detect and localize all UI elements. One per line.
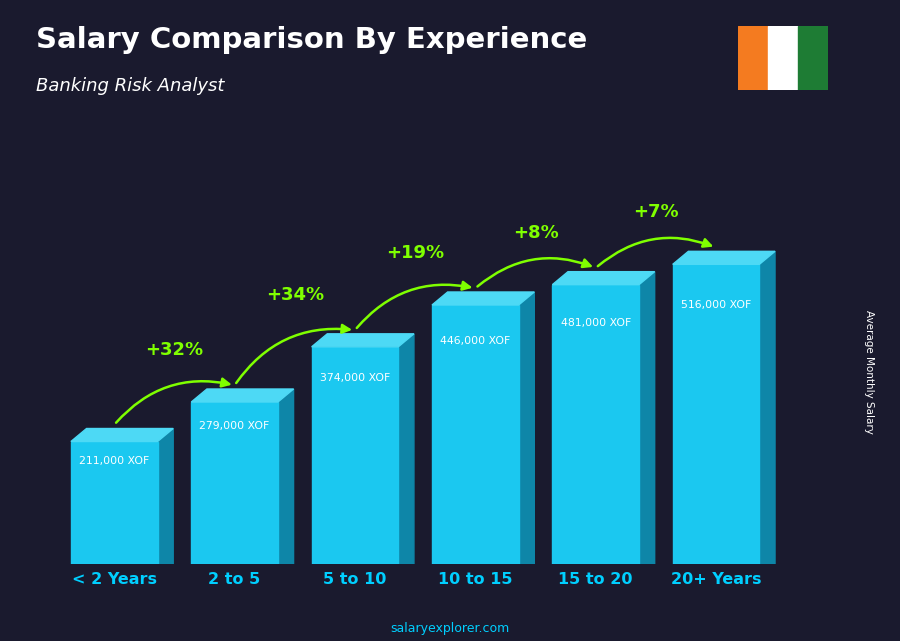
Text: +8%: +8% <box>513 224 558 242</box>
Polygon shape <box>639 272 654 564</box>
Text: Banking Risk Analyst: Banking Risk Analyst <box>36 77 224 95</box>
Polygon shape <box>518 292 535 564</box>
Polygon shape <box>278 389 293 564</box>
Polygon shape <box>672 264 760 564</box>
Polygon shape <box>553 285 639 564</box>
Polygon shape <box>760 251 775 564</box>
Text: +32%: +32% <box>146 341 203 359</box>
Text: 481,000 XOF: 481,000 XOF <box>561 318 631 328</box>
Polygon shape <box>71 442 158 564</box>
Text: 516,000 XOF: 516,000 XOF <box>681 300 751 310</box>
Text: 279,000 XOF: 279,000 XOF <box>200 421 270 431</box>
Polygon shape <box>311 347 399 564</box>
Polygon shape <box>192 402 278 564</box>
Text: 211,000 XOF: 211,000 XOF <box>79 456 149 466</box>
Polygon shape <box>192 389 293 402</box>
Text: Average Monthly Salary: Average Monthly Salary <box>863 310 874 434</box>
Polygon shape <box>399 334 414 564</box>
Text: Salary Comparison By Experience: Salary Comparison By Experience <box>36 26 587 54</box>
Polygon shape <box>311 334 414 347</box>
Text: +7%: +7% <box>633 203 679 221</box>
Text: 446,000 XOF: 446,000 XOF <box>440 336 510 346</box>
Bar <box>768 26 798 90</box>
Text: salaryexplorer.com: salaryexplorer.com <box>391 622 509 635</box>
Text: +19%: +19% <box>386 244 445 262</box>
Polygon shape <box>432 292 535 305</box>
Polygon shape <box>553 272 654 285</box>
Polygon shape <box>158 428 173 564</box>
Polygon shape <box>672 251 775 264</box>
Bar <box>798 26 828 90</box>
Text: +34%: +34% <box>266 286 324 304</box>
Text: 374,000 XOF: 374,000 XOF <box>320 373 390 383</box>
Polygon shape <box>71 428 173 442</box>
Bar <box>738 26 768 90</box>
Polygon shape <box>432 305 518 564</box>
